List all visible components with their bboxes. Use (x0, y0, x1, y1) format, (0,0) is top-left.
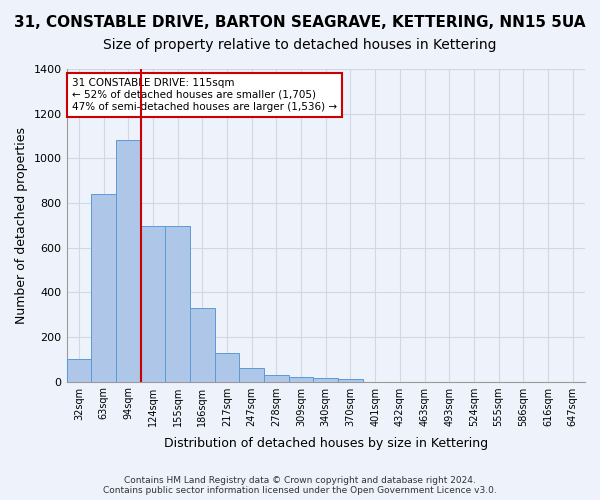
Bar (289, 377, 313, 382)
Bar (116, 140, 140, 382)
Bar (313, 378, 338, 382)
Bar (338, 380, 363, 382)
Text: 31, CONSTABLE DRIVE, BARTON SEAGRAVE, KETTERING, NN15 5UA: 31, CONSTABLE DRIVE, BARTON SEAGRAVE, KE… (14, 15, 586, 30)
Bar (140, 226, 165, 382)
X-axis label: Distribution of detached houses by size in Kettering: Distribution of detached houses by size … (164, 437, 488, 450)
Text: Size of property relative to detached houses in Kettering: Size of property relative to detached ho… (103, 38, 497, 52)
Bar (239, 368, 264, 382)
Bar (215, 352, 239, 382)
Text: Contains HM Land Registry data © Crown copyright and database right 2024.
Contai: Contains HM Land Registry data © Crown c… (103, 476, 497, 495)
Bar (91, 194, 116, 382)
Bar (190, 308, 215, 382)
Bar (165, 226, 190, 382)
Y-axis label: Number of detached properties: Number of detached properties (15, 127, 28, 324)
Bar (67, 359, 91, 382)
Bar (264, 375, 289, 382)
Text: 31 CONSTABLE DRIVE: 115sqm
← 52% of detached houses are smaller (1,705)
47% of s: 31 CONSTABLE DRIVE: 115sqm ← 52% of deta… (72, 78, 337, 112)
